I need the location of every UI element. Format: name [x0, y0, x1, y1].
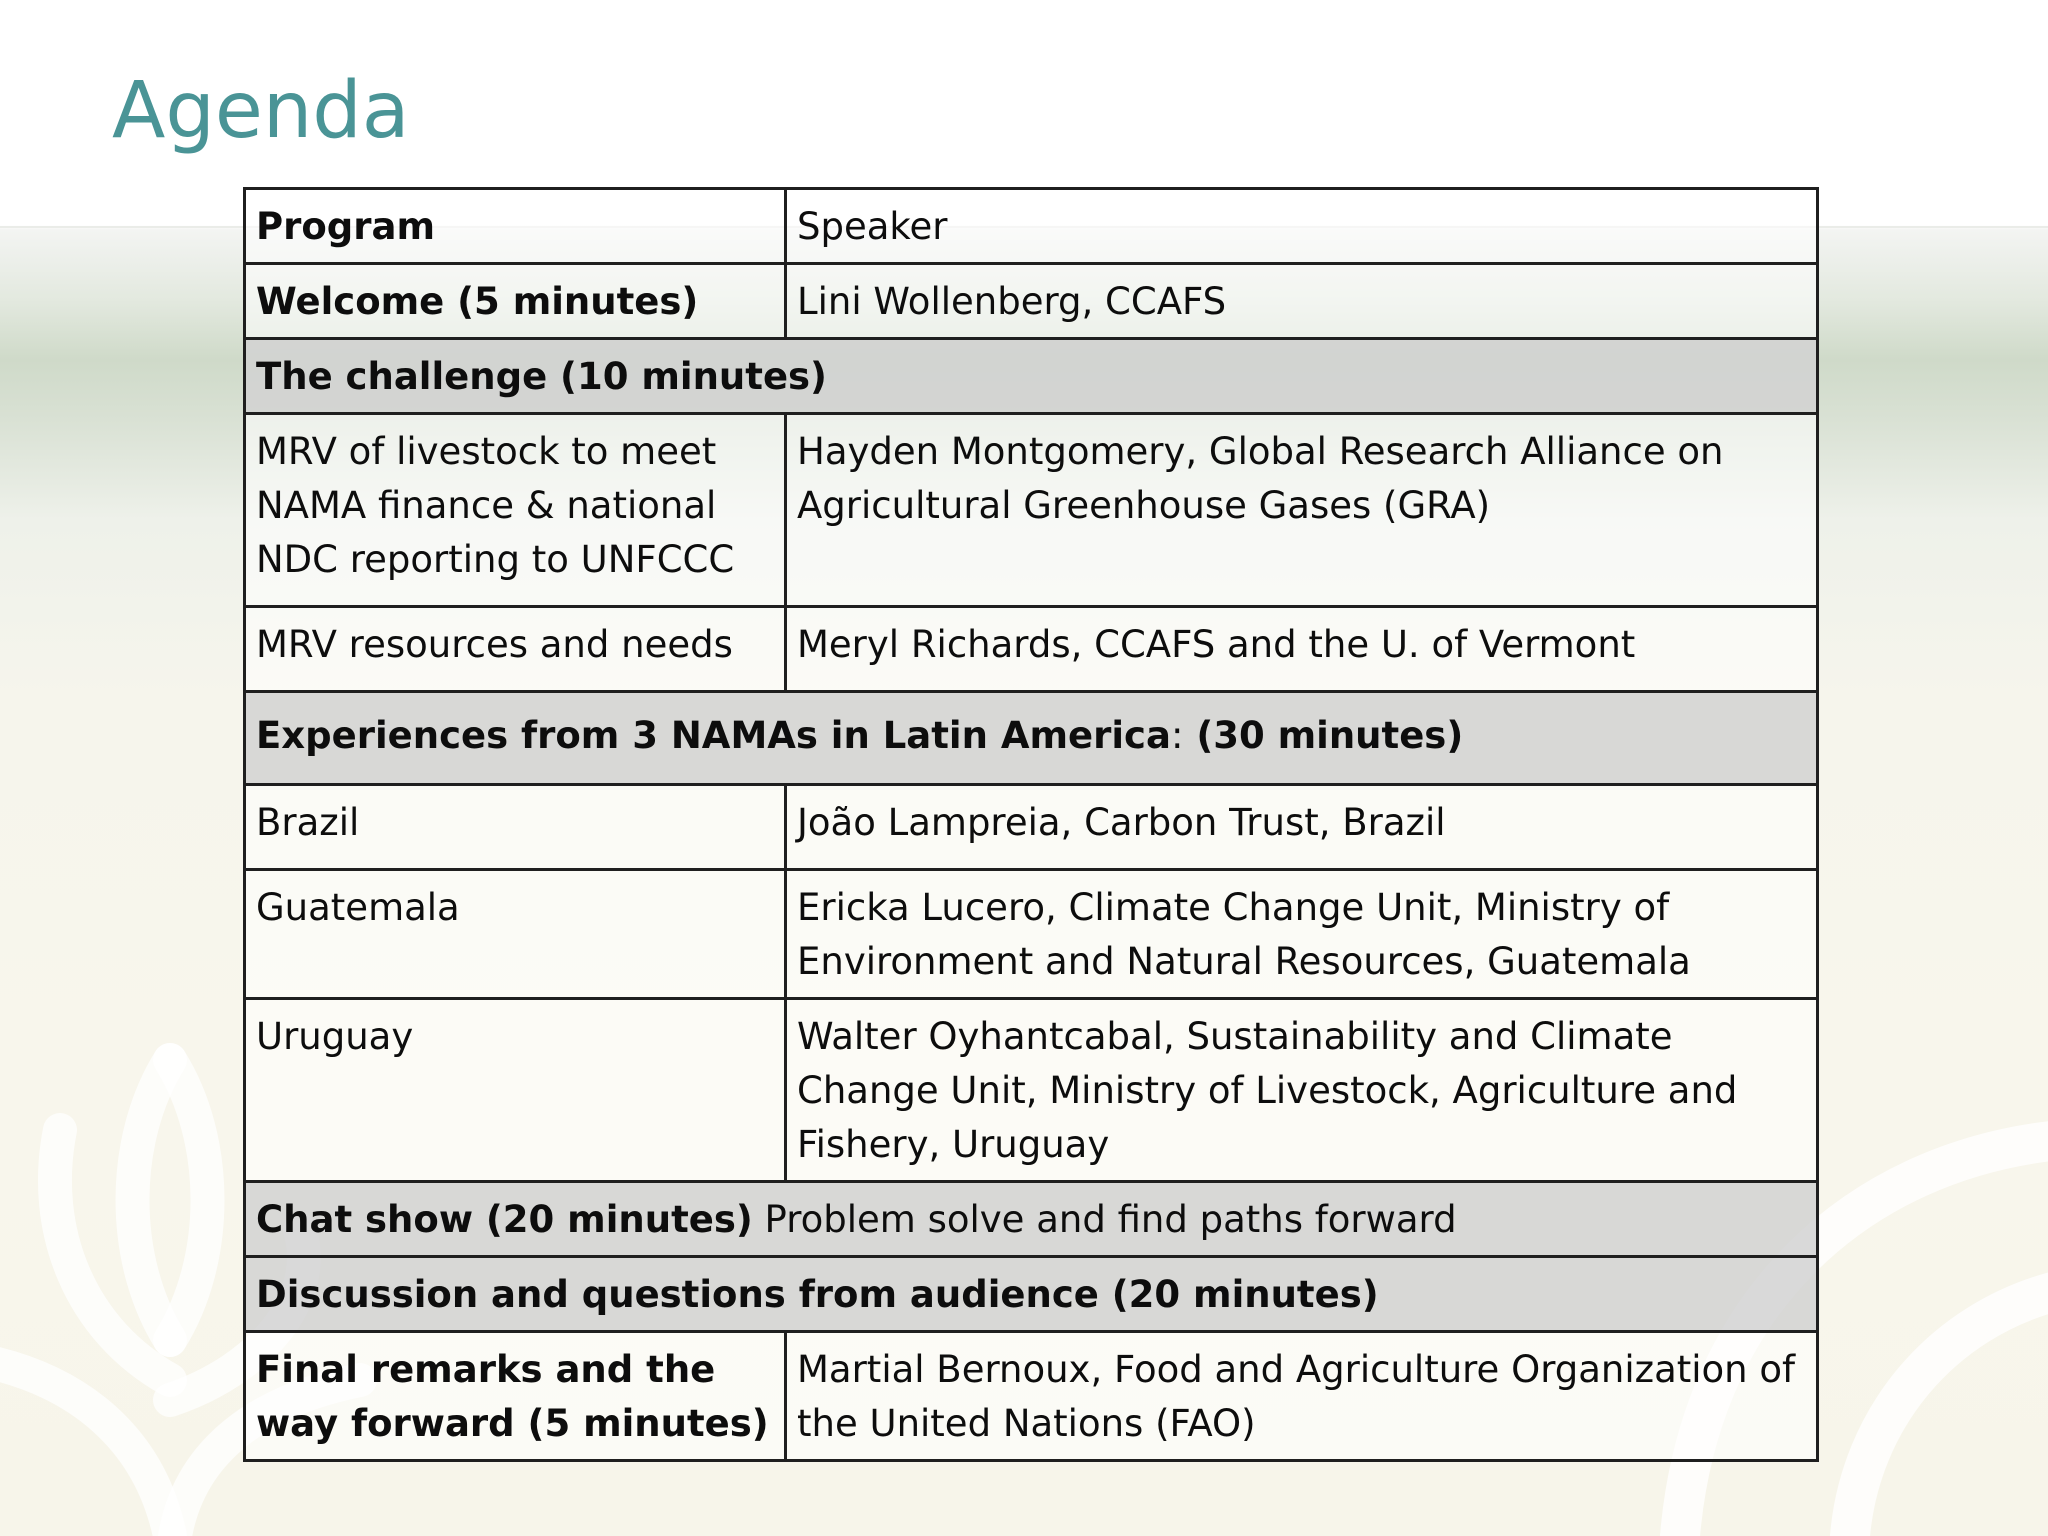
program-cell: Welcome (5 minutes)	[243, 262, 787, 340]
section-cell: Chat show (20 minutes) Problem solve and…	[243, 1180, 1819, 1258]
section-cell: Experiences from 3 NAMAs in Latin Americ…	[243, 690, 1819, 786]
speaker-cell: Martial Bernoux, Food and Agriculture Or…	[784, 1330, 1819, 1462]
table-row: Welcome (5 minutes) Lini Wollenberg, CCA…	[243, 262, 1819, 340]
table-row: MRV of livestock to meet NAMA finance & …	[243, 412, 1819, 608]
section-duration: (30 minutes)	[1183, 714, 1464, 757]
table-row: Guatemala Ericka Lucero, Climate Change …	[243, 868, 1819, 1000]
section-row: Discussion and questions from audience (…	[243, 1255, 1819, 1333]
table-row: Brazil João Lampreia, Carbon Trust, Braz…	[243, 783, 1819, 871]
table-row: MRV resources and needs Meryl Richards, …	[243, 605, 1819, 693]
section-cell: Discussion and questions from audience (…	[243, 1255, 1819, 1333]
program-cell: Uruguay	[243, 997, 787, 1183]
slide-title: Agenda	[112, 66, 410, 156]
section-row: Experiences from 3 NAMAs in Latin Americ…	[243, 690, 1819, 786]
speaker-cell: Meryl Richards, CCAFS and the U. of Verm…	[784, 605, 1819, 693]
section-row: Chat show (20 minutes) Problem solve and…	[243, 1180, 1819, 1258]
program-cell: Final remarks and the way forward (5 min…	[243, 1330, 787, 1462]
program-cell: Guatemala	[243, 868, 787, 1000]
header-program: Program	[243, 187, 787, 265]
agenda-table: Program Speaker Welcome (5 minutes) Lini…	[243, 187, 1819, 1462]
header-speaker: Speaker	[784, 187, 1819, 265]
section-bold-text: Chat show (20 minutes)	[256, 1198, 753, 1241]
section-rest-text: Problem solve and find paths forward	[752, 1198, 1457, 1241]
table-header-row: Program Speaker	[243, 187, 1819, 265]
table-row: Uruguay Walter Oyhantcabal, Sustainabili…	[243, 997, 1819, 1183]
speaker-cell: Lini Wollenberg, CCAFS	[784, 262, 1819, 340]
table-row: Final remarks and the way forward (5 min…	[243, 1330, 1819, 1462]
program-cell: Brazil	[243, 783, 787, 871]
speaker-cell: Walter Oyhantcabal, Sustainability and C…	[784, 997, 1819, 1183]
section-colon: :	[1170, 714, 1184, 757]
section-cell: The challenge (10 minutes)	[243, 337, 1819, 415]
section-bold-text: Experiences from 3 NAMAs in Latin Americ…	[256, 714, 1171, 757]
program-cell: MRV resources and needs	[243, 605, 787, 693]
section-row: The challenge (10 minutes)	[243, 337, 1819, 415]
speaker-cell: Ericka Lucero, Climate Change Unit, Mini…	[784, 868, 1819, 1000]
speaker-cell: Hayden Montgomery, Global Research Allia…	[784, 412, 1819, 608]
speaker-cell: João Lampreia, Carbon Trust, Brazil	[784, 783, 1819, 871]
program-cell: MRV of livestock to meet NAMA finance & …	[243, 412, 787, 608]
